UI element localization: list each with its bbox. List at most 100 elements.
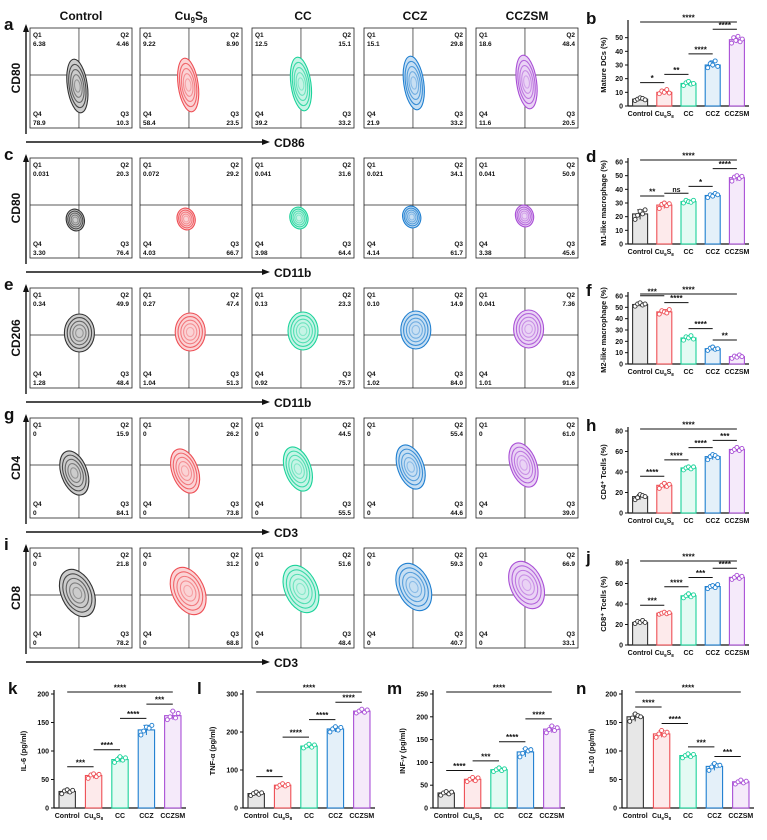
significance-label: **** — [694, 45, 707, 54]
q2-value: 31.6 — [338, 171, 351, 178]
x-tick-label: CC — [683, 650, 693, 657]
x-tick-label: CCZSM — [724, 249, 749, 256]
bar — [656, 311, 673, 365]
q1-value: 0.041 — [479, 301, 496, 308]
panel-letter: d — [586, 147, 596, 166]
q2-value: 66.9 — [562, 561, 575, 568]
data-point — [70, 787, 76, 793]
significance-label: **** — [493, 684, 506, 693]
q1-label: Q1 — [255, 552, 264, 559]
q4-value: 1.04 — [143, 380, 156, 387]
x-tick-label: Cu9S8 — [463, 813, 483, 821]
contour-level — [176, 575, 200, 607]
significance-label: **** — [670, 294, 683, 303]
q4-label: Q4 — [367, 241, 376, 248]
q1-value: 0.27 — [143, 301, 156, 308]
q2-label: Q2 — [230, 422, 239, 429]
significance-label: *** — [76, 758, 86, 767]
x-axis-label: CD3 — [274, 656, 298, 670]
significance-label: **** — [682, 152, 695, 161]
q1-label: Q1 — [33, 422, 42, 429]
data-point — [549, 723, 555, 729]
significance-label: **** — [453, 762, 466, 771]
q3-label: Q3 — [566, 501, 575, 508]
y-tick-label: 100 — [226, 768, 238, 775]
y-axis-label: CD4 — [9, 456, 23, 480]
contour-level — [519, 459, 528, 471]
q3-value: 84.0 — [450, 380, 463, 387]
significance-label: **** — [646, 468, 659, 477]
contour-level — [180, 319, 201, 345]
contour-level — [403, 207, 420, 227]
q1-label: Q1 — [367, 162, 376, 169]
y-axis-label: CD80 — [9, 62, 23, 93]
y-tick-label: 300 — [226, 692, 238, 699]
contour-level — [71, 74, 83, 98]
contour-level — [72, 324, 87, 342]
y-tick-label: 100 — [605, 749, 617, 756]
data-point — [546, 727, 552, 733]
x-tick-label: CC — [683, 369, 693, 376]
q2-label: Q2 — [342, 552, 351, 559]
data-point — [717, 762, 723, 768]
contour-level — [292, 210, 306, 226]
panel-letter: a — [4, 15, 14, 34]
q1-label: Q1 — [367, 292, 376, 299]
contour-level — [67, 463, 82, 483]
bar-chart-l: l 0 100 200 300 TNF-α (pg/ml) Control Cu9S8 CC CC… — [197, 679, 375, 821]
q4-value: 3.38 — [479, 250, 492, 257]
data-point — [715, 63, 721, 69]
contour-level — [514, 569, 539, 601]
q2-label: Q2 — [120, 162, 129, 169]
y-tick-label: 60 — [615, 160, 623, 167]
x-tick-label: Control — [434, 813, 459, 820]
flow-plot: Q1 0 Q2 51.6 Q4 0 Q3 48.4 — [251, 547, 355, 649]
q1-label: Q1 — [255, 162, 264, 169]
data-point — [739, 173, 745, 179]
significance-label: **** — [670, 578, 683, 587]
q2-label: Q2 — [120, 552, 129, 559]
data-point — [691, 592, 696, 598]
flow-plot-frame — [251, 157, 355, 259]
data-point — [734, 444, 740, 450]
column-title: CCZSM — [506, 9, 549, 23]
contour-level — [295, 322, 311, 340]
contour-level — [402, 571, 426, 603]
q3-value: 68.8 — [226, 640, 239, 647]
q2-label: Q2 — [454, 162, 463, 169]
y-tick-label: 40 — [615, 49, 623, 56]
data-point — [666, 90, 672, 96]
y-tick-label: 150 — [416, 737, 428, 744]
bar — [704, 64, 721, 107]
bar — [680, 201, 697, 245]
y-tick-label: 40 — [615, 316, 623, 323]
data-point — [332, 724, 338, 730]
x-tick-label: CCZSM — [724, 111, 749, 118]
bar — [680, 467, 697, 514]
contour-level — [290, 208, 307, 228]
y-tick-label: 0 — [45, 806, 49, 813]
q4-value: 4.14 — [367, 250, 380, 257]
flow-plot: Q1 0.041 Q2 50.9 Q4 3.38 Q3 45.6 — [475, 157, 579, 259]
data-point — [630, 715, 635, 721]
x-tick-label: CC — [115, 813, 125, 820]
y-tick-label: 50 — [609, 777, 617, 784]
flow-plot: Q1 0 Q2 15.9 Q4 0 Q3 84.1 — [29, 417, 133, 519]
q3-value: 23.5 — [226, 120, 239, 127]
data-point — [681, 337, 686, 343]
data-point — [666, 201, 672, 207]
contour-level — [175, 456, 195, 486]
significance-label: **** — [694, 320, 707, 329]
data-point — [735, 33, 741, 39]
data-point — [666, 307, 672, 313]
bar-chart-k: k 0 50 100 150 200 IL-6 (pg/ml) Control Cu9S8 CC C… — [8, 679, 186, 821]
q2-label: Q2 — [454, 32, 463, 39]
y-axis-label: CD80 — [9, 192, 23, 223]
q4-label: Q4 — [367, 631, 376, 638]
y-tick-label: 60 — [615, 581, 623, 588]
significance-label: *** — [696, 569, 706, 578]
q2-label: Q2 — [566, 552, 575, 559]
y-tick-label: 200 — [416, 714, 428, 721]
q4-value: 1.01 — [479, 380, 492, 387]
q3-label: Q3 — [566, 371, 575, 378]
